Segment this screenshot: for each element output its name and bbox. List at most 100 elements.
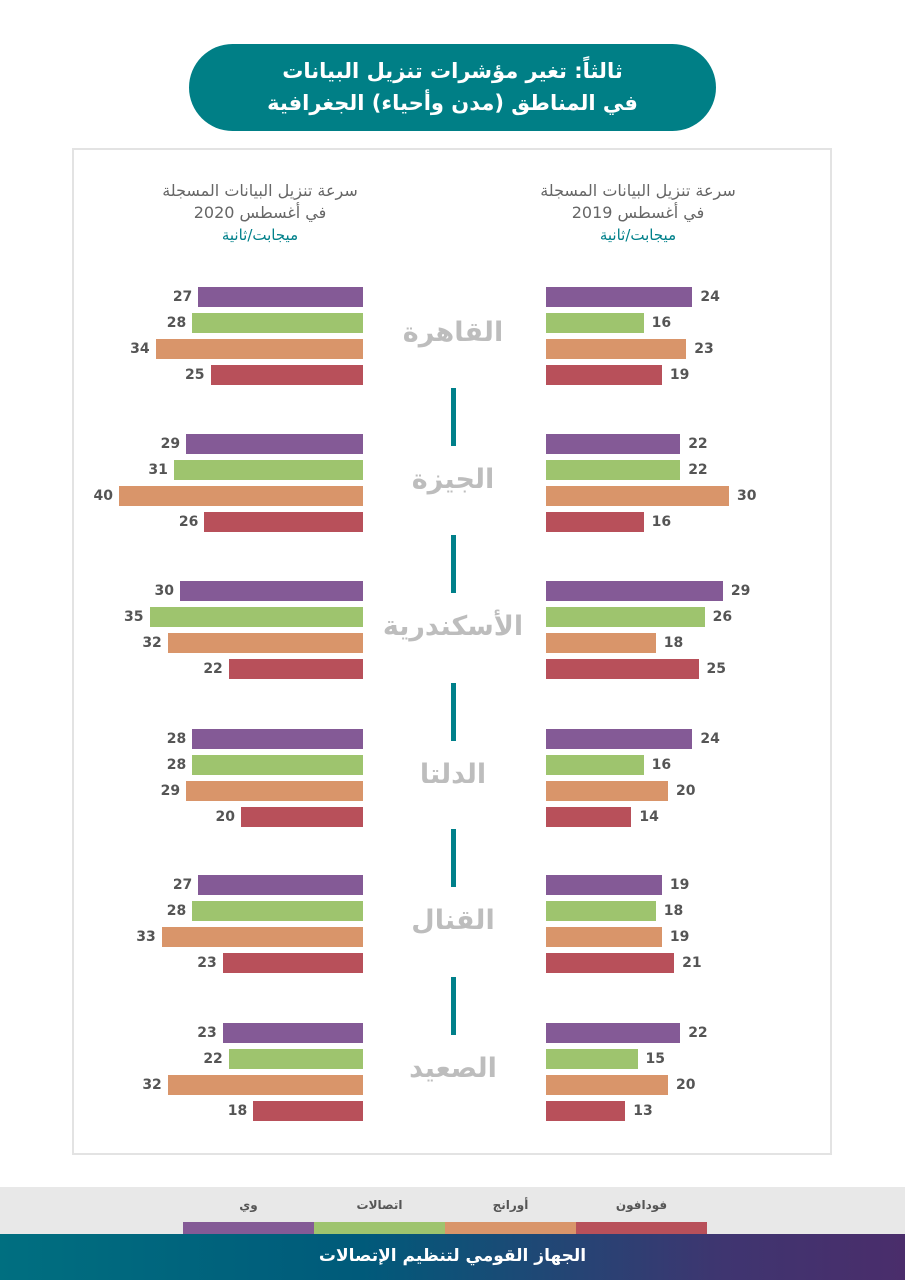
value-label-2020-etisalat: 35 — [124, 609, 144, 625]
bar-2020-etisalat — [149, 607, 363, 627]
bar-2020-orange — [155, 339, 363, 359]
bar-2019-vodafone — [546, 1101, 626, 1121]
value-label-2019-etisalat: 15 — [645, 1051, 665, 1067]
bar-2019-etisalat — [546, 607, 705, 627]
group-divider — [451, 977, 456, 1035]
bar-2019-orange — [546, 781, 668, 801]
value-label-2019-vodafone: 14 — [639, 809, 659, 825]
legend-label-we: وي — [239, 1198, 258, 1212]
bar-2019-we — [546, 875, 662, 895]
panel-2019-unit: ميجابت/ثانية — [599, 226, 677, 244]
panel-2020-title-2: في أغسطس 2020 — [193, 203, 327, 222]
legend-label-etisalat: اتصالات — [356, 1198, 403, 1212]
legend-swatch-we — [183, 1222, 314, 1234]
bar-2019-vodafone — [546, 512, 644, 532]
value-label-2019-we: 24 — [700, 289, 720, 305]
value-label-2019-orange: 30 — [737, 488, 757, 504]
title-line-2: في المناطق (مدن وأحياء) الجغرافية — [267, 91, 638, 115]
title-line-1: ثالثاً: تغير مؤشرات تنزيل البيانات — [282, 59, 623, 83]
bar-2020-we — [198, 287, 363, 307]
value-label-2019-vodafone: 21 — [682, 955, 702, 971]
bar-2020-we — [192, 729, 363, 749]
value-label-2020-we: 28 — [166, 731, 187, 747]
value-label-2019-etisalat: 22 — [688, 462, 708, 478]
bar-2019-we — [546, 1023, 681, 1043]
region-label: الأسكندرية — [382, 611, 524, 642]
bar-2020-orange — [161, 927, 363, 947]
value-label-2020-etisalat: 28 — [166, 903, 187, 919]
bar-2019-we — [546, 581, 723, 601]
value-label-2019-orange: 19 — [669, 929, 690, 945]
panel-2020-header: سرعة تنزيل البيانات المسجلة في أغسطس 202… — [110, 180, 410, 246]
value-label-2020-we: 23 — [197, 1025, 217, 1041]
bar-2020-we — [186, 434, 363, 454]
value-label-2020-vodafone: 22 — [203, 661, 223, 677]
value-label-2019-etisalat: 16 — [651, 315, 672, 331]
bar-2020-orange — [167, 1075, 363, 1095]
value-label-2019-orange: 20 — [676, 783, 696, 799]
value-label-2020-vodafone: 23 — [197, 955, 217, 971]
bar-2019-orange — [546, 927, 662, 947]
value-label-2020-orange: 29 — [160, 783, 181, 799]
group-divider — [451, 683, 456, 741]
value-label-2020-orange: 34 — [130, 341, 150, 357]
value-label-2019-we: 22 — [688, 436, 708, 452]
bar-2020-etisalat — [192, 313, 363, 333]
legend-swatch-orange — [445, 1222, 576, 1234]
bar-2019-etisalat — [546, 755, 644, 775]
bar-2020-vodafone — [228, 659, 363, 679]
value-label-2020-vodafone: 26 — [178, 514, 199, 530]
section-title: ثالثاً: تغير مؤشرات تنزيل البيانات في ال… — [189, 44, 716, 131]
bar-2019-orange — [546, 633, 656, 653]
region-label: الصعيد — [409, 1053, 497, 1084]
value-label-2019-we: 29 — [730, 583, 751, 599]
value-label-2019-vodafone: 16 — [651, 514, 672, 530]
region-label: القنال — [411, 905, 495, 936]
bar-2020-we — [222, 1023, 363, 1043]
value-label-2020-orange: 32 — [142, 1077, 162, 1093]
value-label-2020-vodafone: 18 — [227, 1103, 248, 1119]
panel-2019-title-1: سرعة تنزيل البيانات المسجلة — [540, 181, 736, 200]
bar-2020-vodafone — [204, 512, 363, 532]
bar-2019-orange — [546, 1075, 668, 1095]
region-label: القاهرة — [402, 317, 504, 348]
value-label-2020-orange: 40 — [93, 488, 113, 504]
panel-2019-title-2: في أغسطس 2019 — [571, 203, 705, 222]
value-label-2019-orange: 20 — [676, 1077, 696, 1093]
value-label-2020-orange: 32 — [142, 635, 162, 651]
bar-2019-vodafone — [546, 807, 632, 827]
bar-2019-vodafone — [546, 659, 699, 679]
footer-banner: الجهاز القومي لتنظيم الإتصالات — [0, 1234, 905, 1280]
group-divider — [451, 829, 456, 887]
region-label: الجيزة — [411, 464, 495, 495]
group-divider — [451, 535, 456, 593]
legend-label-orange: أورانج — [492, 1198, 529, 1212]
bar-2020-etisalat — [192, 901, 363, 921]
value-label-2020-vodafone: 25 — [185, 367, 205, 383]
bar-2019-etisalat — [546, 460, 681, 480]
bar-2019-etisalat — [546, 313, 644, 333]
value-label-2019-we: 24 — [700, 731, 720, 747]
bar-2019-orange — [546, 339, 687, 359]
bar-2020-orange — [167, 633, 363, 653]
bar-2020-vodafone — [210, 365, 363, 385]
legend-swatch-etisalat — [314, 1222, 445, 1234]
value-label-2019-orange: 18 — [663, 635, 684, 651]
region-label: الدلتا — [419, 759, 487, 790]
value-label-2020-we: 29 — [160, 436, 181, 452]
value-label-2019-vodafone: 19 — [669, 367, 690, 383]
bar-2019-vodafone — [546, 953, 675, 973]
chart-frame — [72, 148, 832, 1155]
panel-2019-header: سرعة تنزيل البيانات المسجلة في أغسطس 201… — [488, 180, 788, 246]
value-label-2020-we: 27 — [172, 289, 193, 305]
bar-2019-vodafone — [546, 365, 662, 385]
value-label-2019-etisalat: 26 — [712, 609, 733, 625]
value-label-2020-orange: 33 — [136, 929, 156, 945]
value-label-2020-we: 27 — [172, 877, 193, 893]
value-label-2019-vodafone: 13 — [633, 1103, 653, 1119]
panel-2020-unit: ميجابت/ثانية — [221, 226, 299, 244]
bar-2020-we — [180, 581, 363, 601]
bar-2020-vodafone — [222, 953, 363, 973]
bar-2019-we — [546, 287, 693, 307]
group-divider — [451, 388, 456, 446]
